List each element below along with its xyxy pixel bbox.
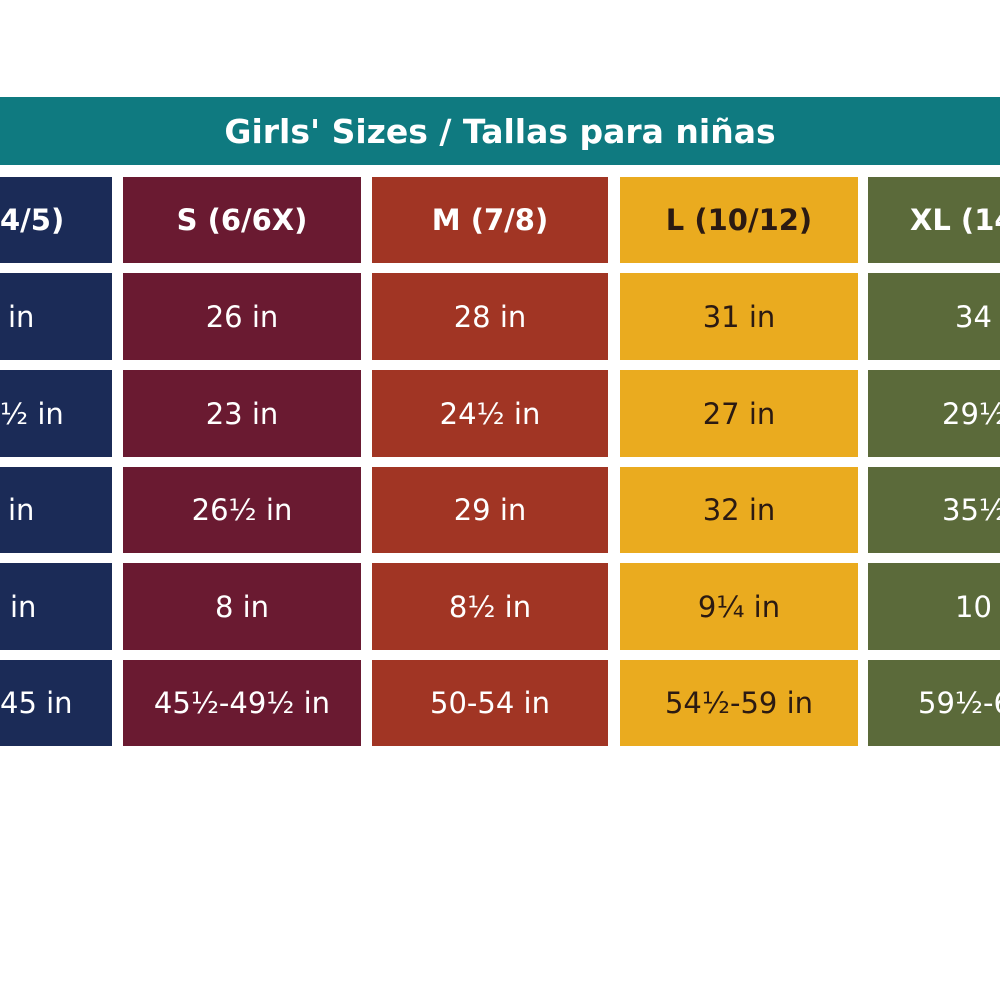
size-label: 4/5) bbox=[0, 203, 65, 237]
size-cell: 23 in bbox=[123, 370, 361, 457]
measurement: in bbox=[8, 493, 35, 527]
measurement: 59½-6 bbox=[918, 686, 1000, 720]
size-header-cell: XL (14 bbox=[868, 177, 1000, 263]
size-cell: 24½ in bbox=[372, 370, 608, 457]
size-cell: 26 in bbox=[123, 273, 361, 360]
size-cell: 26½ in bbox=[123, 467, 361, 553]
measurement: 29½ bbox=[942, 396, 1000, 431]
size-cell: 32 in bbox=[620, 467, 858, 553]
measurement: 8½ in bbox=[448, 589, 532, 624]
measurement: in bbox=[8, 299, 35, 334]
size-cell: 31 in bbox=[620, 273, 858, 360]
size-cell: in bbox=[0, 563, 112, 650]
size-cell: 59½-6 bbox=[868, 660, 1000, 746]
measurement: 9¼ in bbox=[697, 589, 781, 624]
title-bar: Girls' Sizes / Tallas para niñas bbox=[0, 97, 1000, 165]
size-cell: 8½ in bbox=[372, 563, 608, 650]
measurement: 23 in bbox=[205, 396, 279, 431]
size-header-cell: 4/5) bbox=[0, 177, 112, 263]
measurement: 27 in bbox=[702, 396, 776, 431]
size-cell: 45 in bbox=[0, 660, 112, 746]
measurement: 32 in bbox=[702, 493, 776, 527]
measurement: in bbox=[10, 589, 37, 624]
measurement: 8 in bbox=[214, 589, 270, 624]
measurement: ½ in bbox=[0, 396, 64, 431]
size-cell: 34 bbox=[868, 273, 1000, 360]
size-label: L (10/12) bbox=[665, 203, 813, 237]
size-cell: 54½-59 in bbox=[620, 660, 858, 746]
size-cell: 35½ bbox=[868, 467, 1000, 553]
size-label: M (7/8) bbox=[431, 203, 549, 237]
size-header-cell: S (6/6X) bbox=[123, 177, 361, 263]
size-cell: in bbox=[0, 467, 112, 553]
size-cell: in bbox=[0, 273, 112, 360]
measurement: 35½ bbox=[942, 493, 1000, 527]
measurement: 24½ in bbox=[439, 396, 541, 431]
measurement: 31 in bbox=[702, 299, 776, 334]
size-cell: 29½ bbox=[868, 370, 1000, 457]
size-cell: 45½-49½ in bbox=[123, 660, 361, 746]
measurement: 34 bbox=[955, 299, 992, 334]
size-cell: ½ in bbox=[0, 370, 112, 457]
size-header-cell: M (7/8) bbox=[372, 177, 608, 263]
size-cell: 50-54 in bbox=[372, 660, 608, 746]
measurement: 50-54 in bbox=[430, 686, 550, 720]
measurement: 54½-59 in bbox=[664, 686, 814, 720]
size-cell: 29 in bbox=[372, 467, 608, 553]
size-cell: 9¼ in bbox=[620, 563, 858, 650]
title: Girls' Sizes / Tallas para niñas bbox=[224, 111, 776, 151]
size-cell: 10 bbox=[868, 563, 1000, 650]
measurement: 28 in bbox=[453, 299, 527, 334]
measurement: 45½-49½ in bbox=[153, 686, 331, 720]
size-header-cell: L (10/12) bbox=[620, 177, 858, 263]
size-cell: 27 in bbox=[620, 370, 858, 457]
size-cell: 8 in bbox=[123, 563, 361, 650]
measurement: 26½ in bbox=[191, 493, 293, 527]
size-label: XL (14 bbox=[910, 203, 1000, 237]
size-label: S (6/6X) bbox=[176, 203, 308, 237]
measurement: 10 bbox=[955, 589, 992, 624]
measurement: 45 in bbox=[0, 686, 73, 720]
measurement: 29 in bbox=[453, 493, 527, 527]
size-cell: 28 in bbox=[372, 273, 608, 360]
measurement: 26 in bbox=[205, 299, 279, 334]
